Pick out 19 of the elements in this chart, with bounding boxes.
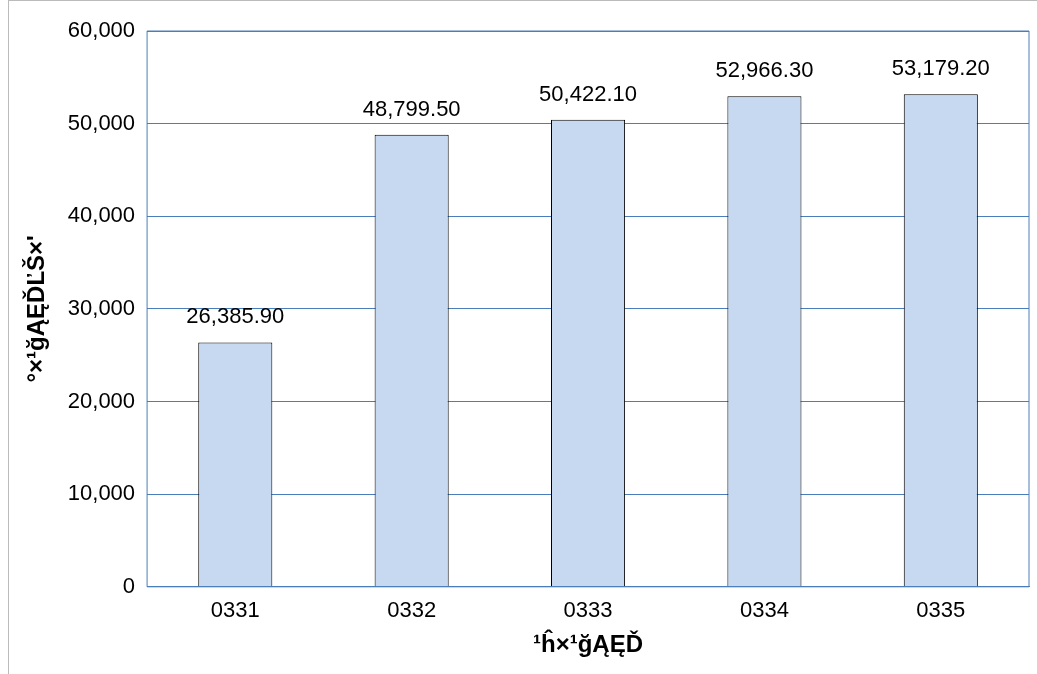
x-axis-title: ¹ĥ×¹ğĄĘĎ: [533, 629, 644, 658]
y-tick-label: 10,000: [67, 480, 136, 506]
x-tick-label: 0335: [916, 597, 966, 623]
y-axis-title: °×¹ğĄĘĎĽŠ×': [22, 235, 50, 383]
x-tick-label: 0333: [563, 597, 613, 623]
x-tick-label: 0332: [387, 597, 437, 623]
data-label: 26,385.90: [186, 303, 285, 329]
data-label: 50,422.10: [539, 80, 637, 106]
y-tick-label: 0: [122, 572, 136, 598]
data-label: 48,799.50: [362, 95, 461, 121]
x-tick-label: 0331: [210, 597, 260, 623]
data-label: 53,179.20: [891, 55, 990, 81]
y-tick-label: 20,000: [67, 387, 136, 413]
y-tick-label: 30,000: [67, 294, 136, 320]
y-tick-label: 50,000: [67, 109, 136, 135]
y-tick-label: 40,000: [67, 202, 136, 228]
data-label: 52,966.30: [715, 57, 814, 83]
x-tick-label: 0334: [739, 597, 789, 623]
y-tick-label: 60,000: [67, 17, 136, 43]
